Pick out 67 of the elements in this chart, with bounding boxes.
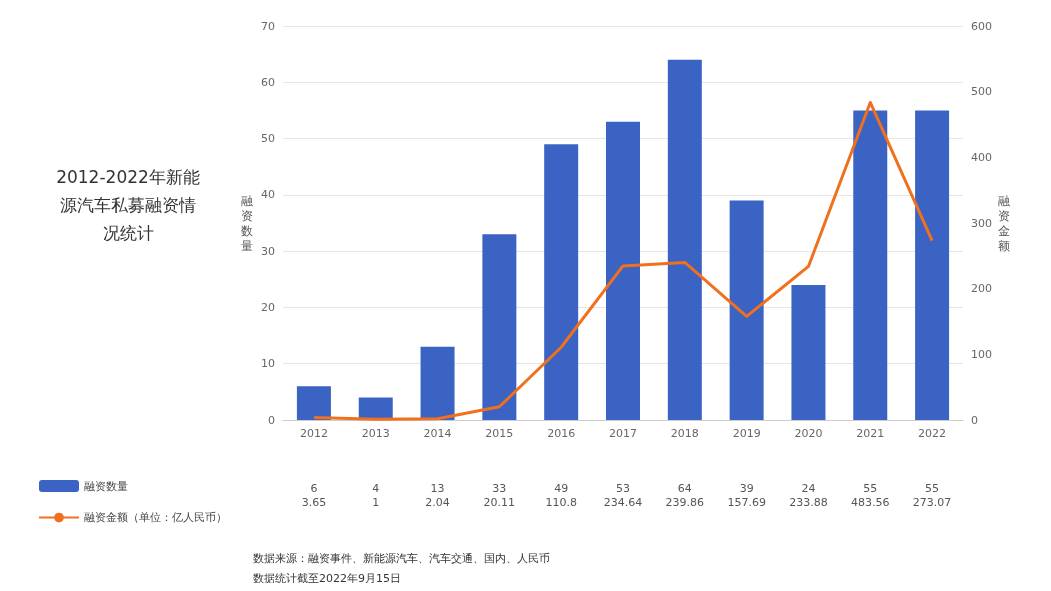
y2-tick-label: 600: [971, 19, 992, 33]
y2-tick-label: 500: [971, 85, 992, 99]
data-label: 1: [372, 496, 380, 509]
x-tick-label: 2017: [609, 426, 637, 440]
data-label: 49: [554, 482, 569, 495]
y-tick-label: 40: [261, 188, 275, 202]
y-tick-label: 60: [261, 75, 275, 89]
y-tick-label: 0: [268, 413, 275, 427]
y2-tick-label: 200: [971, 282, 992, 296]
data-label: 6: [310, 482, 318, 495]
line-series: [312, 100, 934, 421]
data-label: 4: [372, 482, 380, 495]
y2-tick-label: 0: [971, 413, 978, 427]
x-tick-label: 2014: [423, 426, 452, 440]
y-tick-label: 50: [261, 132, 275, 146]
data-label: 3.65: [301, 496, 327, 509]
source-note: 数据来源：融资事件、新能源汽车、汽车交通、国内、人民币: [253, 552, 550, 565]
data-label: 39: [739, 482, 754, 495]
text: 数据统计截至2022年9月15日: [253, 572, 401, 585]
data-label: 2.04: [425, 496, 450, 509]
data-label: 64: [677, 482, 692, 495]
x-tick-label: 2012: [299, 426, 328, 440]
legend-label: 融资数量: [84, 479, 128, 493]
data-label: 233.88: [789, 496, 828, 509]
bar: [296, 386, 331, 420]
data-label: 110.8: [545, 496, 577, 509]
x-tick-label: 2021: [856, 426, 885, 440]
data-label: 20.11: [483, 496, 516, 509]
data-label: 33: [492, 482, 507, 495]
bar: [915, 110, 950, 420]
x-tick-label: 2022: [918, 426, 947, 440]
data-label: 239.86: [665, 496, 705, 509]
data-label: 234.64: [603, 496, 643, 509]
bar: [358, 397, 393, 420]
bar: [791, 284, 826, 420]
y2-axis-title: 融资金额: [997, 193, 1010, 253]
y-tick-label: 70: [261, 19, 275, 33]
y-tick-label: 10: [261, 357, 275, 371]
y2-tick-label: 100: [971, 347, 992, 361]
data-label: 483.56: [851, 496, 890, 509]
data-label: 157.69: [727, 496, 766, 509]
y2-tick-label: 400: [971, 150, 992, 164]
text: 2012-2022年新能源汽车私募融资情况统计: [56, 167, 200, 243]
data-label: 13: [430, 482, 445, 495]
data-label: 55: [925, 482, 940, 495]
y-tick-label: 20: [261, 300, 275, 314]
x-tick-label: 2019: [732, 426, 761, 440]
data-label: 55: [863, 482, 878, 495]
x-tick-label: 2013: [361, 426, 390, 440]
bar: [729, 200, 764, 420]
bar: [420, 346, 455, 420]
bar: [482, 234, 517, 420]
x-tick-label: 2018: [670, 426, 699, 440]
data-label: 273.07: [912, 496, 952, 509]
x-tick-label: 2015: [485, 426, 514, 440]
data-label: 24: [801, 482, 816, 495]
data-label: 53: [616, 482, 630, 495]
bar: [544, 144, 579, 420]
y2-tick-label: 300: [971, 216, 992, 230]
x-tick-label: 2020: [794, 426, 823, 440]
legend-label: 融资金额（单位：亿人民币）: [84, 511, 227, 524]
bar: [853, 110, 888, 420]
y-axis-title: 融资数量: [241, 193, 253, 253]
y-tick-label: 30: [261, 244, 275, 258]
bar: [667, 59, 702, 420]
bar: [606, 121, 640, 420]
x-tick-label: 2016: [547, 426, 576, 440]
